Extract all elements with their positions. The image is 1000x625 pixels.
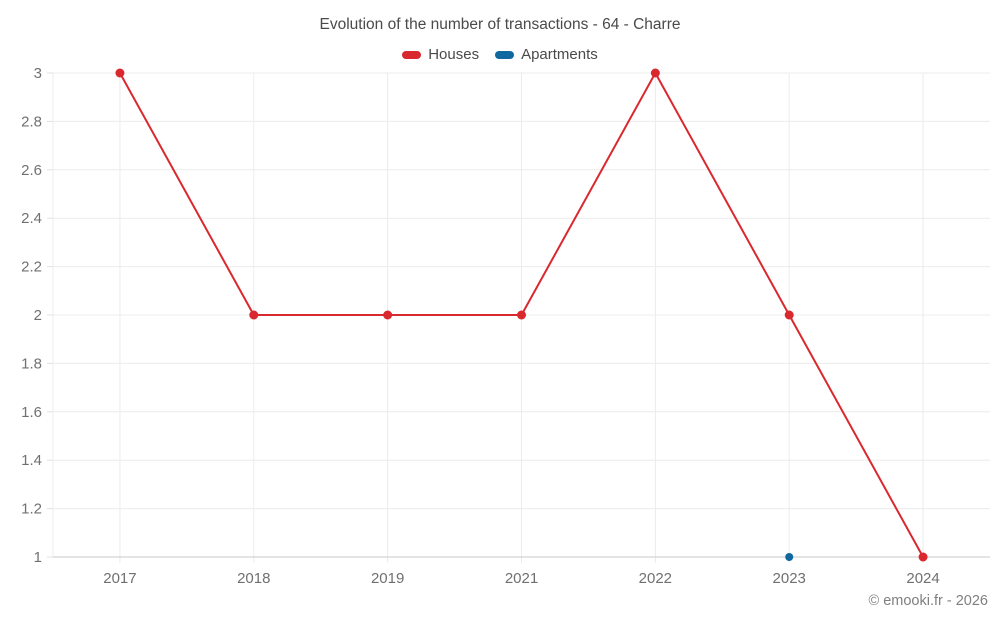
- y-tick-label: 2.2: [21, 259, 42, 276]
- y-tick-label: 2.4: [21, 210, 42, 227]
- x-tick-label: 2024: [906, 570, 939, 587]
- y-tick-label: 2: [34, 307, 42, 324]
- legend-label: Houses: [428, 46, 480, 63]
- data-point-houses: [517, 310, 526, 320]
- y-tick-label: 1.2: [21, 501, 42, 518]
- legend-swatch-icon: [402, 50, 422, 59]
- data-point-houses: [115, 68, 125, 78]
- data-point-houses: [784, 310, 794, 320]
- chart-legend: Houses Apartments: [0, 46, 1000, 63]
- x-tick-label: 2021: [505, 570, 538, 587]
- y-tick-label: 1.6: [21, 404, 42, 421]
- x-tick-label: 2017: [103, 570, 136, 587]
- y-tick-label: 1.8: [21, 355, 42, 372]
- data-point-houses: [918, 552, 928, 562]
- chart-title: Evolution of the number of transactions …: [319, 16, 681, 33]
- y-tick-label: 2.8: [21, 113, 42, 130]
- x-tick-label: 2018: [237, 570, 270, 587]
- legend-item-houses[interactable]: Houses: [402, 46, 479, 63]
- x-tick-label: 2023: [773, 570, 806, 587]
- y-tick-label: 2.6: [21, 162, 42, 179]
- legend-item-apartments[interactable]: Apartments: [495, 46, 598, 63]
- x-tick-label: 2022: [639, 570, 672, 587]
- footer-credit: © emooki.fr - 2026: [868, 593, 988, 609]
- data-point-houses: [383, 310, 393, 320]
- legend-label: Apartments: [521, 46, 598, 63]
- y-tick-label: 3: [34, 65, 42, 82]
- x-tick-label: 2019: [371, 570, 404, 587]
- y-tick-label: 1.4: [21, 452, 42, 469]
- data-point-houses: [249, 310, 259, 320]
- data-point-houses: [650, 68, 660, 78]
- y-tick-label: 1: [34, 549, 42, 566]
- legend-swatch-icon: [495, 50, 515, 59]
- data-point-apartments: [785, 553, 794, 561]
